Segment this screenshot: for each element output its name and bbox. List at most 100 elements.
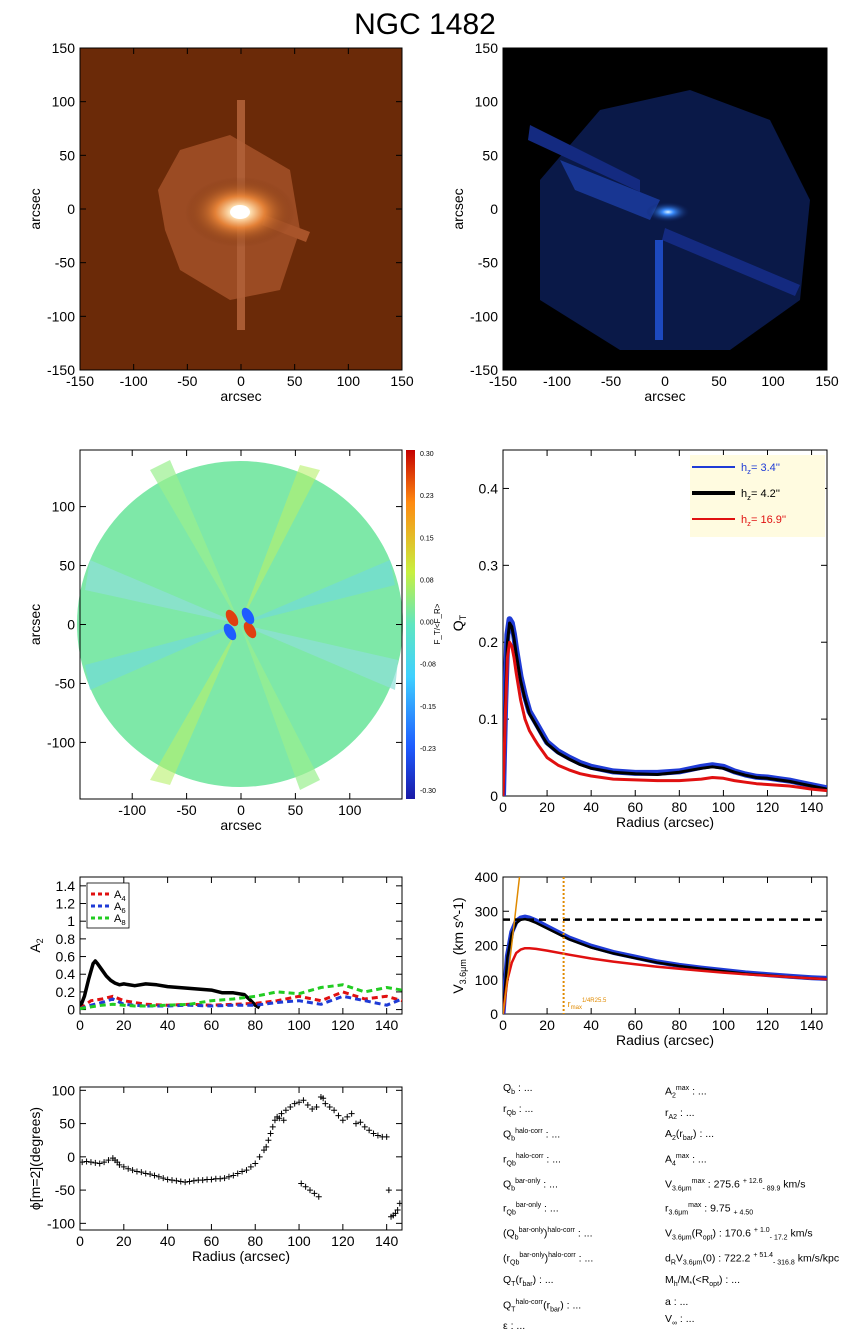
colorbar-tick-label: 0.00 xyxy=(420,620,434,627)
x-tick-label: 0 xyxy=(499,799,507,815)
qt-legend-box xyxy=(690,455,825,537)
colorbar xyxy=(406,450,415,799)
galaxy-image xyxy=(158,100,310,330)
phase-point xyxy=(101,1159,108,1166)
y-tick-label: -50 xyxy=(55,1182,75,1198)
y-tick-label: 100 xyxy=(52,94,76,110)
y-tick-label: -100 xyxy=(47,308,75,324)
x-tick-label: 40 xyxy=(160,1233,176,1249)
parameter-entry: rQb : ... xyxy=(503,1103,534,1118)
x-tick-label: 60 xyxy=(627,1017,643,1033)
phase-point xyxy=(138,1169,145,1176)
x-tick-label: 40 xyxy=(583,1017,599,1033)
rotation_curve-series-line xyxy=(503,877,521,1014)
parameter-entry: V∞ : ... xyxy=(665,1312,695,1327)
x-tick-label: -150 xyxy=(66,373,94,389)
x-tick-label: -100 xyxy=(120,373,148,389)
fourier_amplitudes-series-line xyxy=(80,994,402,1011)
y-tick-label: -150 xyxy=(470,362,498,378)
colorbar-tick-label: -0.15 xyxy=(420,704,436,711)
x-tick-label: -50 xyxy=(177,373,197,389)
colorbar-tick-label: 0.08 xyxy=(420,577,434,584)
phase-point xyxy=(315,1193,322,1200)
phase-point xyxy=(276,1115,283,1122)
y-tick-label: 50 xyxy=(59,1116,75,1132)
phase-point xyxy=(182,1179,189,1186)
y-tick-label: 0.8 xyxy=(56,931,76,947)
phase-point xyxy=(265,1137,272,1144)
phase-point xyxy=(243,1167,250,1174)
phase-point xyxy=(291,1100,298,1107)
residual-image xyxy=(528,90,810,350)
phase-point xyxy=(304,1101,311,1108)
legend-label: hz= 3.4'' xyxy=(741,462,780,476)
x-tick-label: 100 xyxy=(287,1233,311,1249)
legend-label: A6 xyxy=(114,901,126,915)
phase-point xyxy=(331,1107,338,1114)
y-axis-label: arcsec xyxy=(450,188,466,229)
x-tick-label: 20 xyxy=(116,1233,132,1249)
rotation-curve-panel: 0 20 40 60 80 100 120 140 0 100 200 300 400 Radius (a… xyxy=(450,869,828,1048)
y-tick-label: 1 xyxy=(67,913,75,929)
y-tick-label: 100 xyxy=(475,972,499,988)
qt_profile-series-line xyxy=(503,640,827,796)
qt_profile-series-line xyxy=(503,616,827,796)
phase-point xyxy=(147,1171,154,1178)
x-tick-label: 60 xyxy=(204,1017,220,1033)
x-axis-label: arcsec xyxy=(220,388,261,404)
fourier_amplitudes-frame xyxy=(79,876,403,1015)
parameters-left-column: Qb : ... rQb : ... Qbhalo-corr : ... rQbhal… xyxy=(503,1080,593,1336)
x-axis-label: arcsec xyxy=(220,817,261,833)
phase-point xyxy=(230,1172,237,1179)
y-tick-label: 150 xyxy=(52,40,76,56)
y-tick-label: 100 xyxy=(52,1082,76,1098)
y-tick-label: 0 xyxy=(67,1002,75,1018)
phase-point xyxy=(133,1168,140,1175)
parameter-entry: V3.6μm(Ropt) : 170.6 + 1.0- 17.2 km/s xyxy=(665,1227,813,1242)
phase-point xyxy=(307,1187,313,1194)
qt-legend: hz= 3.4'' hz= 4.2'' hz= 16.9'' xyxy=(690,455,825,537)
rmax-label: rmax1/4R25.5 xyxy=(568,998,607,1011)
x-tick-label: 120 xyxy=(331,1233,355,1249)
x-tick-label: -100 xyxy=(543,373,571,389)
phase-point xyxy=(256,1153,263,1160)
phase-point xyxy=(287,1103,294,1110)
phase-point xyxy=(129,1167,136,1174)
phase-point xyxy=(309,1105,316,1112)
x-tick-label: 50 xyxy=(287,373,303,389)
phase-point xyxy=(263,1143,270,1150)
y-tick-label: 200 xyxy=(475,938,499,954)
fourier-panel: 0 20 40 60 80 100 120 140 0 0.2 0.40.6 0.8 11.2 1.4 A2… xyxy=(27,876,403,1033)
figure-canvas: -150 -100 -50 0 50 100 150-150-100-50050100150… xyxy=(27,40,839,1264)
phase-point xyxy=(142,1170,149,1177)
y-axis-label: ϕ[m=2](degrees) xyxy=(27,1107,43,1210)
phase-point xyxy=(155,1173,162,1180)
y-tick-label: 400 xyxy=(475,869,499,885)
y-tick-label: 0.4 xyxy=(479,480,499,496)
phase-point xyxy=(366,1127,373,1134)
y-tick-label: 0.4 xyxy=(56,966,76,982)
x-axis-label: Radius (arcsec) xyxy=(616,814,714,830)
x-tick-label: 40 xyxy=(583,799,599,815)
phase-point xyxy=(326,1103,333,1110)
parameter-entry: r3.6μmmax : 9.75 + 4.50 xyxy=(665,1202,754,1218)
y-tick-label: -100 xyxy=(47,734,75,750)
y-tick-label: 50 xyxy=(59,558,75,574)
colorbar-tick-label: -0.23 xyxy=(420,746,436,753)
x-tick-label: 20 xyxy=(116,1017,132,1033)
x-tick-label: 100 xyxy=(287,1017,311,1033)
phase-point xyxy=(282,1107,289,1114)
x-tick-label: 100 xyxy=(338,802,362,818)
parameter-entry: Qbhalo-corr : ... xyxy=(503,1127,561,1143)
parameter-entry: rQbbar-only : ... xyxy=(503,1202,559,1218)
qt_profile-frame xyxy=(502,449,828,797)
parameter-entry: rA2 : ... xyxy=(665,1106,695,1121)
phase-point xyxy=(339,1117,346,1124)
parameter-entry: Qbbar-only : ... xyxy=(503,1177,558,1193)
phase-point xyxy=(116,1161,123,1168)
parameter-entry: dRV3.6μm(0) : 722.2 + 51.4- 316.8 km/s/k… xyxy=(665,1252,840,1267)
y-axis-label: arcsec xyxy=(27,604,43,645)
y-tick-label: 1.4 xyxy=(56,878,76,894)
x-tick-label: 140 xyxy=(800,799,824,815)
phase-point xyxy=(80,1159,86,1166)
